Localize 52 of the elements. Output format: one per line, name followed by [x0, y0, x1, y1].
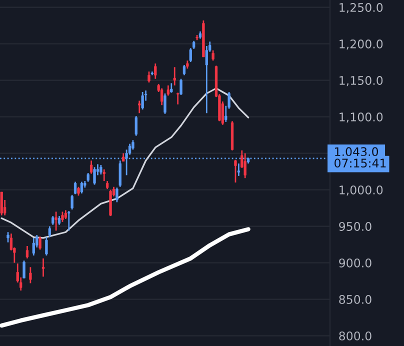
y-tick-label: 1,200.0: [340, 40, 383, 50]
candlestick: [244, 152, 246, 179]
candlestick: [38, 236, 42, 250]
candlestick: [48, 226, 51, 238]
y-tick-label: 800.0: [339, 332, 372, 340]
candlestick: [26, 245, 29, 260]
y-tick-label: 1,100.0: [340, 112, 383, 123]
candlestick: [160, 88, 164, 106]
y-tick-label: 850.0: [339, 295, 372, 304]
candlestick: [6, 231, 10, 244]
candlestick: [141, 91, 144, 110]
candlestick: [29, 266, 32, 284]
candlestick: [100, 164, 102, 176]
candlestick: [80, 181, 84, 194]
candlestick: [234, 159, 237, 184]
candlestick: [164, 92, 166, 115]
candlestick: [182, 64, 186, 76]
candlestick: [212, 50, 214, 62]
candlestick: [45, 236, 48, 256]
y-tick-label: 1,150.0: [340, 76, 383, 86]
candlestick: [61, 210, 64, 223]
candlestick: [116, 186, 118, 203]
candlestick: [138, 100, 141, 114]
candlestick: [22, 260, 26, 279]
line-series: [0, 227, 250, 328]
y-tick-label: 1,250.0: [340, 3, 383, 14]
line-series: [0, 87, 250, 239]
y-tick-label: 900.0: [339, 258, 372, 268]
y-tick-label: 1,000.0: [340, 186, 383, 196]
candlestick: [74, 181, 77, 195]
candlestick: [180, 78, 182, 96]
text: 07:15:41: [334, 158, 386, 168]
candlestick: [173, 66, 176, 86]
candlestick: [176, 92, 180, 106]
candlestick: [166, 84, 170, 96]
candlestick: [42, 258, 45, 278]
candlestick: [32, 237, 35, 256]
candlestick: [205, 45, 208, 114]
candlestick: [90, 160, 93, 174]
candlestick: [93, 166, 96, 186]
candlestick: [237, 162, 240, 177]
ref-line-label: 1,043.0: [335, 147, 378, 158]
candlestick: [154, 62, 157, 80]
candlestick: [134, 115, 138, 136]
candlestick: [68, 210, 70, 232]
candlestick: [118, 160, 122, 188]
candlestick: [70, 194, 74, 210]
y-tick-label: 950.0: [339, 222, 372, 231]
candlestick: [0, 191, 3, 216]
candlestick: [148, 70, 150, 84]
candlestick: [54, 210, 58, 232]
candlestick: [102, 168, 106, 182]
